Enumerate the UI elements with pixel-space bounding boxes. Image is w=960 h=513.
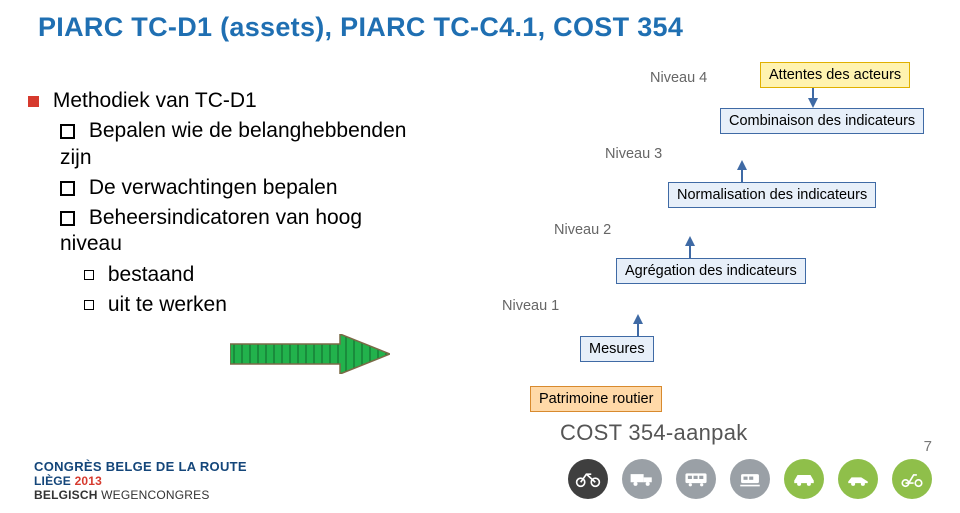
scooter-icon [892, 459, 932, 499]
diagram-box: Mesures [580, 336, 654, 362]
list-item: uit te werken [84, 292, 408, 318]
diagram-box: Combinaison des indicateurs [720, 108, 924, 134]
bullet-icon [60, 211, 75, 226]
list-item: Bepalen wie de belanghebbenden zijn [60, 118, 408, 171]
cabriolet-icon [838, 459, 878, 499]
li-text: Bepalen wie de belanghebbenden zijn [60, 119, 406, 168]
list-item: Beheersindicatoren van hoog niveau [60, 205, 408, 258]
bullet-icon [84, 270, 94, 280]
level-label: Niveau 2 [554, 222, 611, 238]
footer-branding: CONGRÈS BELGE DE LA ROUTE LIÈGE 2013 BEL… [34, 460, 247, 503]
footer-line-3: BELGISCH WEGENCONGRES [34, 489, 247, 503]
car-icon [784, 459, 824, 499]
highlight-arrow-icon [230, 334, 390, 374]
bullet-icon [60, 181, 75, 196]
tram-icon [730, 459, 770, 499]
bicycle-icon [568, 459, 608, 499]
list-item: bestaand [84, 262, 408, 288]
transport-icon-strip [568, 459, 932, 499]
page-number: 7 [924, 438, 932, 455]
footer-line-2: LIÈGE 2013 [34, 475, 247, 489]
list-item: De verwachtingen bepalen [60, 175, 408, 201]
bullet-icon [28, 96, 39, 107]
li-text: Methodiek van TC-D1 [53, 89, 257, 112]
cost354-diagram: Niveau 4 Niveau 3 Niveau 2 Niveau 1 Attentes… [440, 60, 960, 420]
diagram-box: Patrimoine routier [530, 386, 662, 412]
diagram-box: Attentes des acteurs [760, 62, 910, 88]
page-title: PIARC TC-D1 (assets), PIARC TC-C4.1, COS… [38, 12, 683, 43]
li-text: De verwachtingen bepalen [89, 176, 338, 199]
level-label: Niveau 4 [650, 70, 707, 86]
li-text: Beheersindicatoren van hoog niveau [60, 206, 362, 255]
li-text: uit te werken [108, 293, 227, 316]
bullet-icon [84, 300, 94, 310]
list-item: Methodiek van TC-D1 [28, 88, 408, 114]
level-label: Niveau 3 [605, 146, 662, 162]
bus-icon [676, 459, 716, 499]
truck-icon [622, 459, 662, 499]
diagram-box: Normalisation des indicateurs [668, 182, 876, 208]
methodology-list: Methodiek van TC-D1 Bepalen wie de belan… [28, 88, 408, 322]
level-label: Niveau 1 [502, 298, 559, 314]
bullet-icon [60, 124, 75, 139]
diagram-box: Agrégation des indicateurs [616, 258, 806, 284]
diagram-caption: COST 354-aanpak [560, 420, 748, 446]
li-text: bestaand [108, 263, 194, 286]
